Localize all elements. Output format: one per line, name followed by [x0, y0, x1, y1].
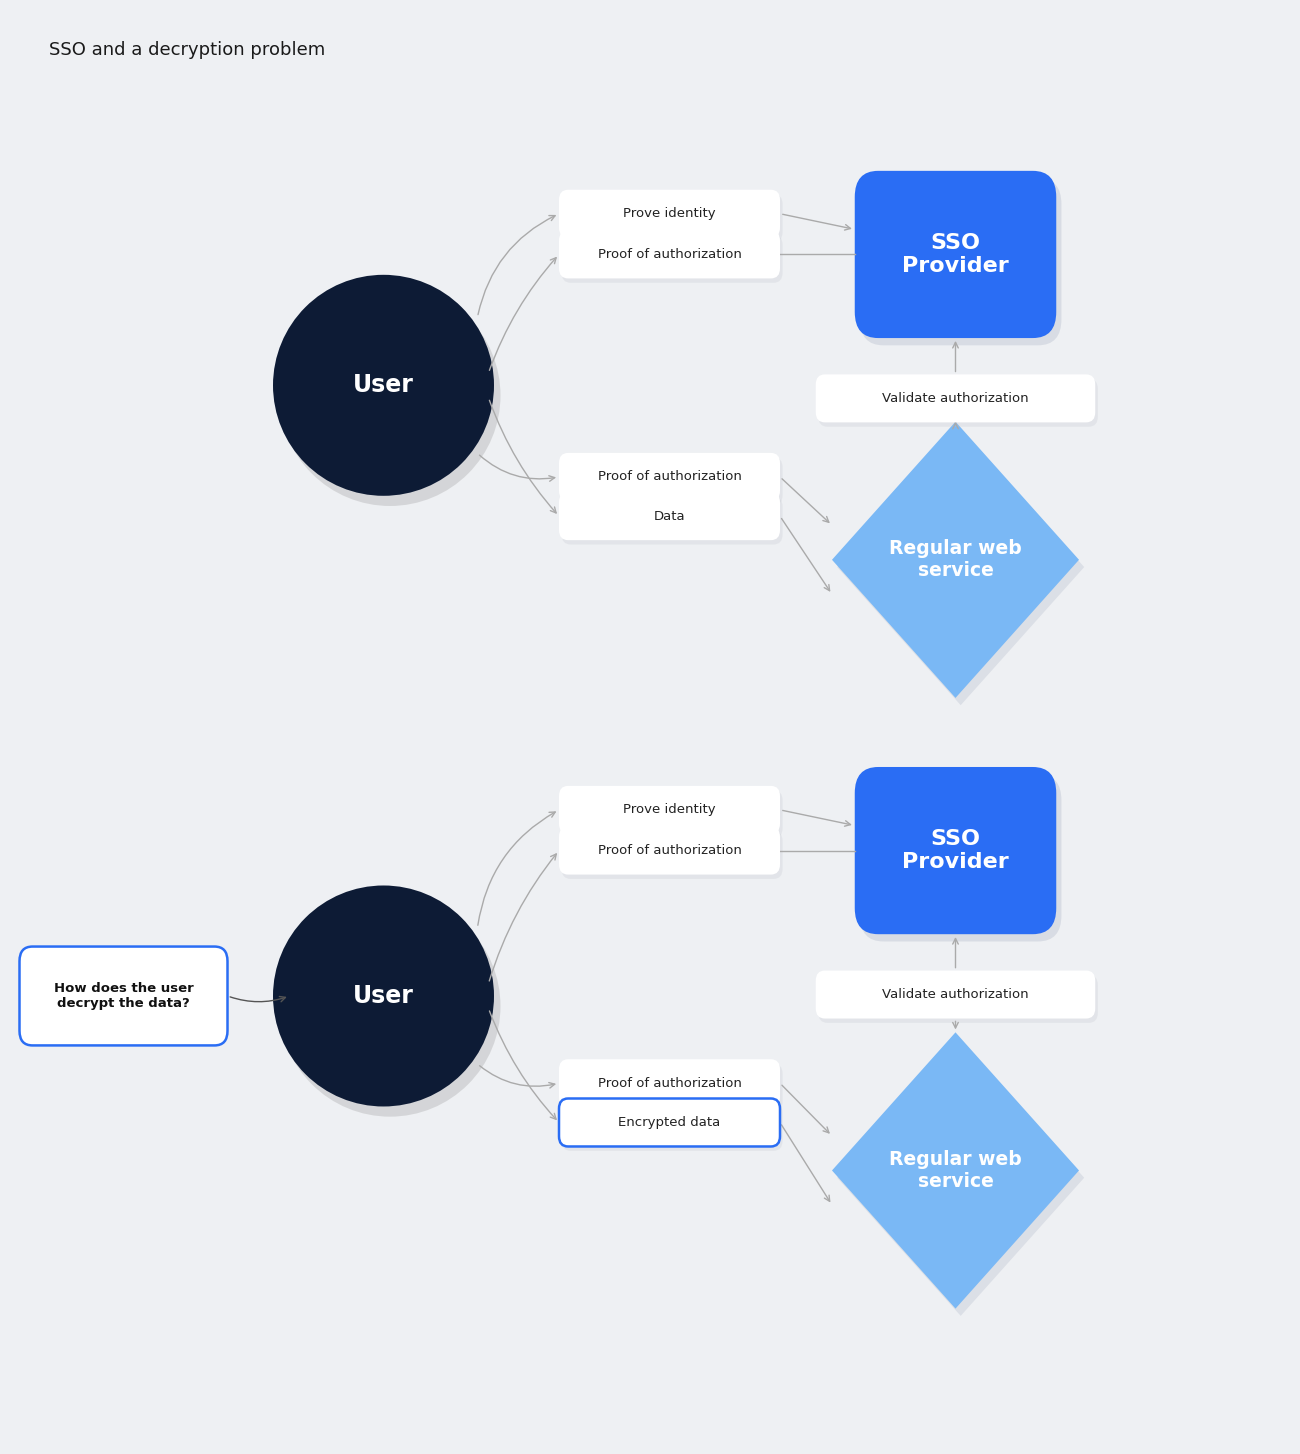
FancyBboxPatch shape [861, 177, 1061, 346]
Text: Prove identity: Prove identity [623, 804, 716, 816]
Text: Prove identity: Prove identity [623, 208, 716, 220]
Text: Proof of authorization: Proof of authorization [598, 471, 741, 483]
Ellipse shape [280, 285, 500, 506]
Text: Encrypted data: Encrypted data [619, 1117, 720, 1128]
FancyBboxPatch shape [855, 172, 1056, 339]
Text: SSO
Provider: SSO Provider [902, 829, 1009, 872]
Polygon shape [837, 429, 1084, 705]
FancyBboxPatch shape [861, 774, 1061, 942]
FancyBboxPatch shape [562, 457, 783, 505]
FancyBboxPatch shape [819, 974, 1097, 1024]
Ellipse shape [273, 885, 494, 1106]
FancyBboxPatch shape [816, 971, 1095, 1018]
FancyBboxPatch shape [562, 496, 783, 544]
FancyBboxPatch shape [562, 791, 783, 838]
Text: Validate authorization: Validate authorization [883, 393, 1028, 404]
FancyBboxPatch shape [855, 768, 1056, 935]
FancyBboxPatch shape [20, 947, 227, 1045]
Text: User: User [354, 984, 413, 1008]
FancyBboxPatch shape [559, 189, 780, 237]
FancyBboxPatch shape [559, 785, 780, 835]
Text: Data: Data [654, 510, 685, 522]
Text: Validate authorization: Validate authorization [883, 989, 1028, 1000]
FancyBboxPatch shape [559, 1099, 780, 1146]
FancyBboxPatch shape [562, 1064, 783, 1111]
FancyBboxPatch shape [562, 234, 783, 284]
Polygon shape [837, 1040, 1084, 1316]
Text: SSO and a decryption problem: SSO and a decryption problem [49, 41, 325, 58]
Ellipse shape [280, 896, 500, 1117]
FancyBboxPatch shape [819, 378, 1097, 427]
FancyBboxPatch shape [559, 452, 780, 500]
Text: Regular web
service: Regular web service [889, 1150, 1022, 1191]
Text: Proof of authorization: Proof of authorization [598, 249, 741, 260]
Text: How does the user
decrypt the data?: How does the user decrypt the data? [53, 981, 194, 1011]
Text: Regular web
service: Regular web service [889, 539, 1022, 580]
Text: SSO
Provider: SSO Provider [902, 233, 1009, 276]
FancyBboxPatch shape [562, 193, 783, 241]
Text: Proof of authorization: Proof of authorization [598, 1077, 741, 1089]
FancyBboxPatch shape [562, 832, 783, 878]
FancyBboxPatch shape [559, 491, 780, 539]
Ellipse shape [273, 275, 494, 496]
FancyBboxPatch shape [816, 374, 1095, 422]
FancyBboxPatch shape [559, 231, 780, 279]
Text: User: User [354, 374, 413, 397]
Polygon shape [832, 422, 1079, 698]
FancyBboxPatch shape [559, 826, 780, 875]
Text: Proof of authorization: Proof of authorization [598, 845, 741, 856]
FancyBboxPatch shape [559, 1059, 780, 1108]
Polygon shape [832, 1032, 1079, 1309]
FancyBboxPatch shape [562, 1102, 783, 1152]
